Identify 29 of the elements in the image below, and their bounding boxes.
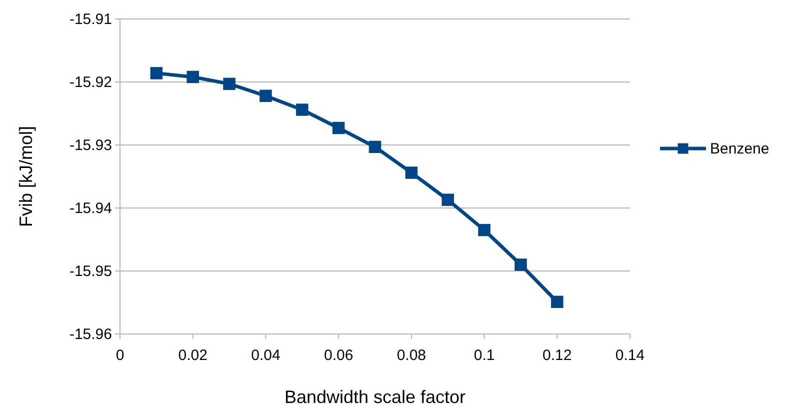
point — [223, 78, 236, 90]
x-tick-label: 0.12 — [542, 347, 572, 364]
point — [368, 140, 382, 154]
y-axis-title: Fvib [kJ/mol] — [16, 126, 36, 228]
x-tick-label: 0.04 — [251, 347, 280, 364]
x-tick-label: 0.02 — [178, 347, 208, 364]
point — [260, 90, 272, 102]
point — [150, 67, 163, 80]
x-tick-label: 0.06 — [324, 347, 354, 364]
x-tick-label: 0.14 — [615, 347, 645, 364]
point — [551, 296, 564, 308]
y-tick-label: -15.95 — [69, 262, 112, 280]
point — [514, 258, 527, 271]
point — [405, 166, 418, 179]
y-tick-label: -15.94 — [69, 200, 112, 217]
x-tick-label: 0.1 — [474, 347, 495, 364]
y-tick-label: -15.93 — [69, 136, 112, 154]
legend-label: Benzene — [710, 140, 770, 158]
y-tick-label: -15.92 — [69, 74, 112, 91]
y-tick-label: -15.91 — [69, 10, 112, 28]
x-tick-label: 0 — [116, 347, 124, 364]
x-axis-title: Bandwidth scale factor — [284, 387, 466, 407]
x-tick-label: 0.08 — [396, 347, 426, 364]
point — [296, 104, 308, 116]
point — [478, 224, 490, 236]
point — [442, 194, 454, 206]
point — [186, 70, 199, 84]
y-tick-label: -15.96 — [69, 326, 112, 343]
point — [332, 122, 345, 134]
